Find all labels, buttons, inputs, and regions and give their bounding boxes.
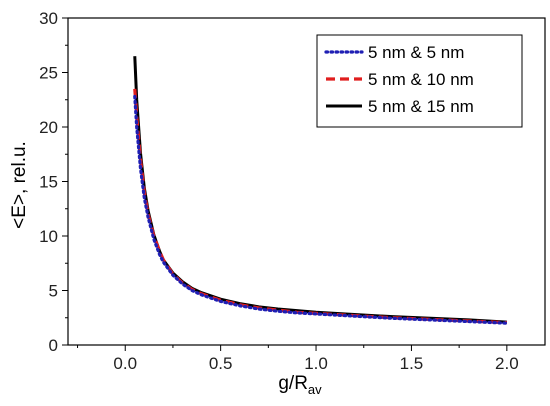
ticks: 0.0 0.5 1.0 1.5 2.0 0 5 10 15 20 25 30 <box>39 9 519 373</box>
legend-label-1: 5 nm & 5 nm <box>368 43 464 62</box>
x-axis-title-subscript: av <box>308 382 322 397</box>
y-tick-label: 0 <box>49 336 58 355</box>
x-tick-label: 2.0 <box>495 354 519 373</box>
legend-items: 5 nm & 5 nm 5 nm & 10 nm 5 nm & 15 nm <box>324 43 474 116</box>
x-tick-label: 1.5 <box>400 354 424 373</box>
y-tick-label: 20 <box>39 118 58 137</box>
series-line-1 <box>133 94 509 325</box>
x-tick-label: 1.0 <box>304 354 328 373</box>
y-axis-title: <E>, rel.u. <box>9 141 30 229</box>
x-axis-title-main: g/R <box>278 373 308 394</box>
legend-label-3: 5 nm & 15 nm <box>368 97 474 116</box>
legend: 5 nm & 5 nm 5 nm & 10 nm 5 nm & 15 nm <box>316 34 523 128</box>
legend-label-2: 5 nm & 10 nm <box>368 70 474 89</box>
series-layer <box>133 56 509 325</box>
x-tick-label: 0.5 <box>209 354 233 373</box>
x-tick-label: 0.0 <box>113 354 137 373</box>
y-tick-label: 5 <box>49 282 58 301</box>
y-tick-label: 10 <box>39 227 58 246</box>
x-axis-title: g/Rav <box>278 373 322 397</box>
legend-box <box>316 34 523 128</box>
y-tick-label: 15 <box>39 173 58 192</box>
y-tick-label: 25 <box>39 64 58 83</box>
y-tick-label: 30 <box>39 9 58 28</box>
